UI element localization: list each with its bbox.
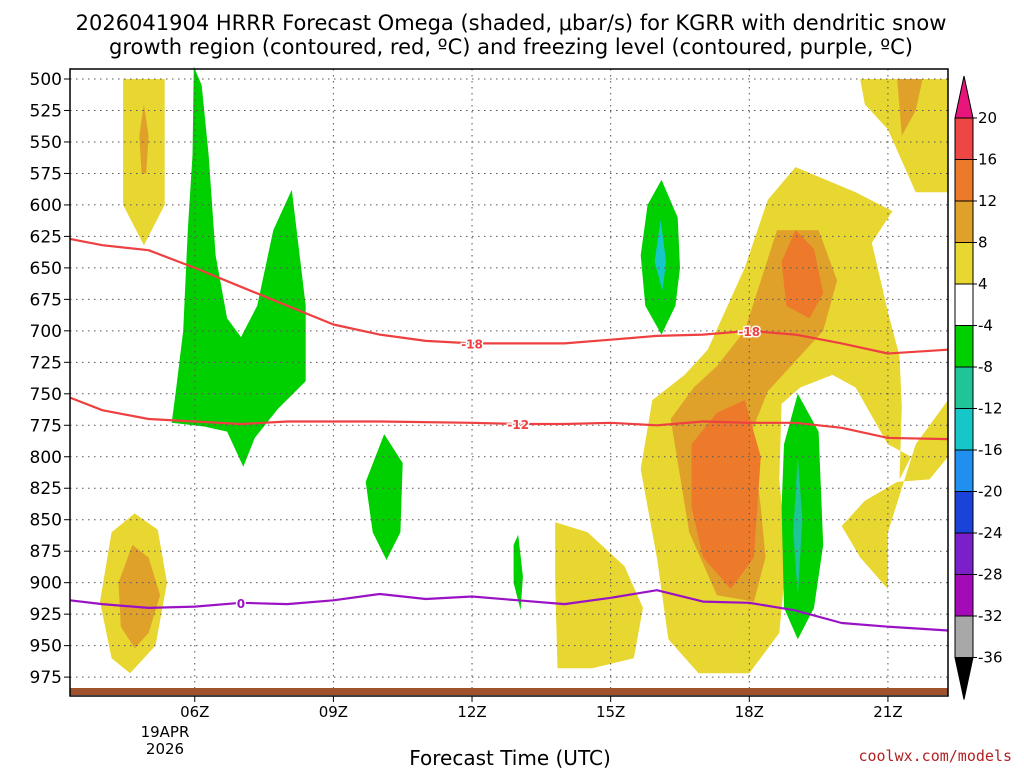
y-tick-label-575: 575	[30, 164, 62, 184]
contour-label-dgz-bottom-0: -12	[507, 418, 529, 432]
y-tick-label-600: 600	[30, 196, 62, 216]
y-tick-label-500: 500	[30, 70, 62, 90]
chart-title-line1: 2026041904 HRRR Forecast Omega (shaded, …	[76, 11, 947, 35]
colorbar-label-0: 20	[978, 109, 997, 127]
colorbar-bin-12	[954, 615, 974, 658]
y-tick-label-950: 950	[30, 637, 62, 657]
omega-region-sinking-column-16z-core	[654, 220, 667, 291]
colorbar-bin-1	[954, 159, 974, 202]
colorbar-bin-0	[954, 117, 974, 160]
omega-region-rising-top-21z	[860, 79, 948, 193]
y-tick-label-550: 550	[30, 133, 62, 153]
chart-title-line2: growth region (contoured, red, ºC) and f…	[109, 35, 913, 59]
plot-area: -18 -18 -12 0 500 525 550 575 600 625 650 675 700 72…	[30, 66, 949, 721]
colorbar-bin-10	[954, 532, 974, 575]
colorbar-label-5: -4	[978, 317, 993, 335]
omega-region-sinking-cell-10z	[365, 434, 403, 560]
y-tick-label-700: 700	[30, 322, 62, 342]
colorbar-bin-3	[954, 242, 974, 285]
colorbar-label-9: -20	[978, 483, 1003, 501]
x-tick-label-18Z: 18Z	[735, 703, 764, 721]
y-tick-label-900: 900	[30, 574, 62, 594]
omega-region-rising-complex-18z-core	[691, 400, 761, 589]
colorbar-label-3: 8	[978, 234, 988, 252]
colorbar: 20 16 12 8 4 -4 -8 -12 -16 -20 -24 -28 -32 -36	[954, 75, 1003, 700]
colorbar-bin-8	[954, 449, 974, 492]
colorbar-bin-7	[954, 408, 974, 451]
omega-region-sinking-column-19z-core	[793, 456, 803, 596]
colorbar-bin-9	[954, 491, 974, 534]
y-tick-label-725: 725	[30, 353, 62, 373]
omega-region-rising-top-21z-core	[897, 79, 923, 136]
omega-region-rising-complex-18z-top-core	[781, 230, 824, 319]
colorbar-arrow-bottom	[954, 657, 974, 700]
colorbar-label-10: -24	[978, 524, 1003, 542]
colorbar-label-12: -32	[978, 607, 1003, 625]
colorbar-label-6: -8	[978, 358, 993, 376]
x-tick-label-12Z: 12Z	[457, 703, 486, 721]
temperature-contours: -18 -18 -12 0	[69, 237, 949, 632]
colorbar-label-8: -16	[978, 441, 1003, 459]
y-tick-label-800: 800	[30, 448, 62, 468]
omega-region-rising-lobe-15z	[555, 522, 643, 669]
omega-region-rising-east-21z	[841, 400, 948, 589]
y-tick-label-650: 650	[30, 259, 62, 279]
contour-label-dgz-top-1: -18	[738, 325, 760, 339]
contour-freezing-level	[69, 589, 949, 632]
contour-label-dgz-top-0: -18	[461, 337, 483, 351]
y-tick-label-525: 525	[30, 101, 62, 121]
y-tick-label-825: 825	[30, 479, 62, 499]
y-axis: 500 525 550 575 600 625 650 675 700 725 750 775 800 8…	[30, 70, 70, 688]
colorbar-label-11: -28	[978, 566, 1003, 584]
x-tick-label-21Z: 21Z	[873, 703, 902, 721]
x-tick-label-15Z: 15Z	[596, 703, 625, 721]
y-tick-label-850: 850	[30, 511, 62, 531]
contour-dgz-bottom	[69, 396, 949, 441]
y-tick-label-975: 975	[30, 668, 62, 688]
colorbar-label-2: 12	[978, 192, 997, 210]
credit-text: coolwx.com/models	[858, 747, 1012, 765]
date-label-day: 19APR	[141, 723, 190, 741]
colorbar-label-13: -36	[978, 649, 1003, 667]
x-tick-label-06Z: 06Z	[180, 703, 209, 721]
omega-region-sinking-column-05z	[171, 66, 306, 467]
y-tick-label-925: 925	[30, 605, 62, 625]
y-tick-label-675: 675	[30, 290, 62, 310]
y-tick-label-875: 875	[30, 542, 62, 562]
colorbar-label-7: -12	[978, 400, 1003, 418]
omega-region-rising-lobe-03z-core	[118, 544, 161, 649]
grid-lines	[70, 69, 948, 696]
colorbar-bin-11	[954, 574, 974, 617]
ground-surface	[70, 688, 948, 695]
plot-frame	[69, 68, 949, 697]
colorbar-label-1: 16	[978, 151, 997, 169]
date-label-year: 2026	[146, 740, 184, 758]
colorbar-bin-6	[954, 366, 974, 409]
y-tick-label-625: 625	[30, 227, 62, 247]
contour-dgz-top	[69, 237, 949, 355]
colorbar-label-4: 4	[978, 275, 988, 293]
x-axis-title: Forecast Time (UTC)	[409, 746, 611, 768]
x-tick-label-09Z: 09Z	[319, 703, 348, 721]
colorbar-bin-4	[954, 283, 974, 326]
omega-region-sinking-column-19z	[781, 393, 824, 640]
y-tick-label-750: 750	[30, 385, 62, 405]
y-tick-label-775: 775	[30, 416, 62, 436]
omega-shading	[100, 66, 948, 674]
x-axis: 06Z 09Z 12Z 15Z 18Z 21Z	[180, 696, 903, 721]
omega-region-rising-column-04z-core	[139, 104, 149, 174]
colorbar-bin-2	[954, 200, 974, 243]
colorbar-bin-5	[954, 325, 974, 368]
contour-label-freezing-level-0: 0	[237, 597, 245, 611]
omega-region-sinking-cell-13z	[513, 534, 523, 611]
